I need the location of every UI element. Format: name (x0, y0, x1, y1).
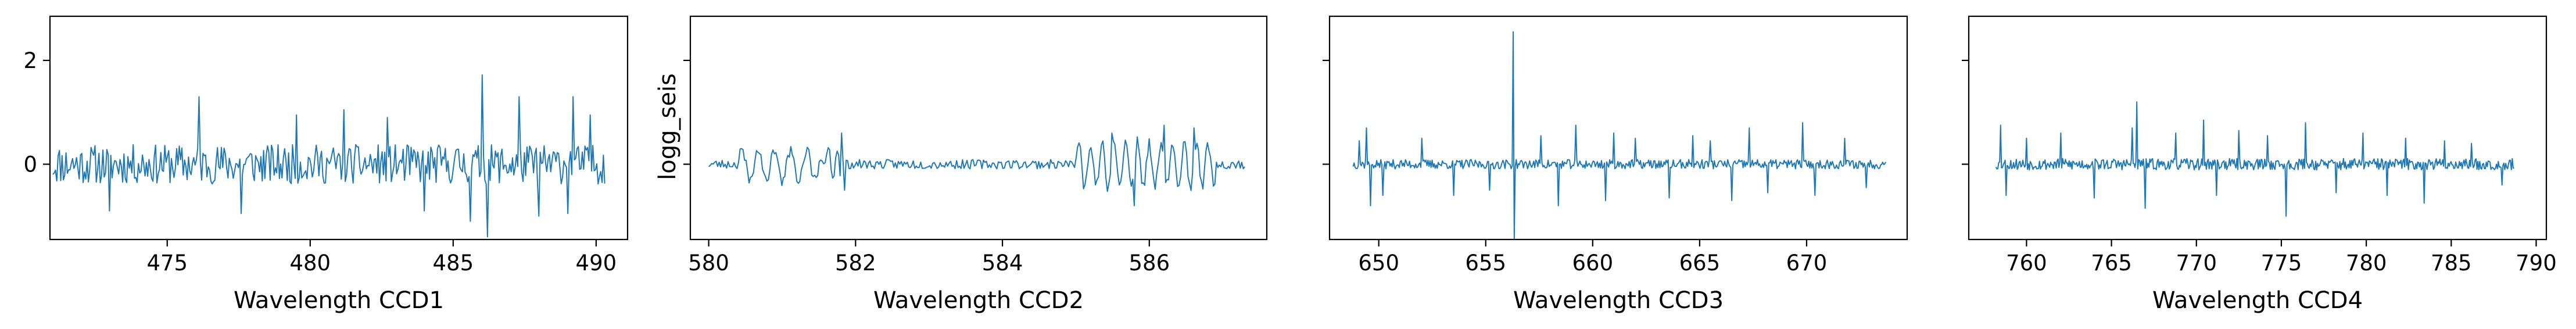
x-tick-label: 490 (576, 251, 617, 276)
x-axis-label: Wavelength CCD1 (234, 287, 444, 314)
x-tick-label: 780 (2346, 251, 2387, 276)
spectrum-line (52, 74, 606, 238)
panel-ccd3: 650 655 660 665 670 Wavelength CCD3 (1323, 15, 1908, 314)
plot-frame (1328, 15, 1908, 241)
panel-ccd2: 580 582 584 586 Wavelength CCD2 (683, 15, 1268, 314)
x-tick-label: 785 (2431, 251, 2472, 276)
x-tick-label: 790 (2516, 251, 2557, 276)
x-tick-label: 665 (1679, 251, 1721, 276)
x-axis-label: Wavelength CCD2 (873, 287, 1084, 314)
x-tick-label: 485 (433, 251, 474, 276)
x-tick-label: 582 (835, 251, 876, 276)
x-tick-label: 580 (688, 251, 729, 276)
x-tick-label: 655 (1465, 251, 1506, 276)
x-tick-label: 586 (1128, 251, 1170, 276)
spectrum-line (708, 124, 1245, 206)
spectrum-line (1995, 101, 2514, 217)
panel-ccd4: 760 765 770 775 780 785 790 Wavelength CCD4 (1962, 15, 2557, 314)
x-tick-label: 480 (289, 251, 331, 276)
y-tick-label: 0 (23, 152, 37, 177)
x-axis-label: Wavelength CCD3 (1513, 287, 1724, 314)
spectrum-line (1352, 31, 1887, 239)
x-axis-label: Wavelength CCD4 (2152, 287, 2363, 314)
panel-ccd1: 475 480 485 490 0 2 Wavelength CCD1 (23, 15, 629, 314)
plot-frame (1968, 15, 2548, 241)
plot-frame (689, 15, 1268, 241)
x-tick-label: 650 (1358, 251, 1399, 276)
x-tick-label: 584 (982, 251, 1023, 276)
y-tick-label: 2 (23, 48, 37, 73)
plot-frame (49, 15, 629, 241)
x-tick-label: 660 (1572, 251, 1614, 276)
x-tick-label: 765 (2091, 251, 2132, 276)
x-tick-label: 670 (1786, 251, 1828, 276)
x-tick-label: 760 (2006, 251, 2047, 276)
x-tick-label: 475 (146, 251, 188, 276)
y-axis-label: logg_seis (654, 73, 681, 180)
x-tick-label: 775 (2261, 251, 2302, 276)
x-tick-label: 770 (2176, 251, 2217, 276)
